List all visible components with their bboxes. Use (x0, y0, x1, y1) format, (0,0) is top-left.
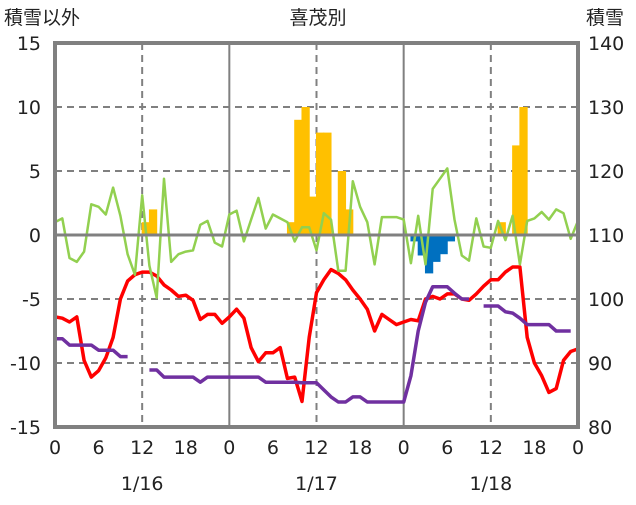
bar-orange (148, 209, 158, 235)
xtick: 6 (93, 437, 105, 459)
bar-orange (316, 132, 325, 235)
ytick-left: -15 (10, 417, 41, 439)
bar-orange (323, 132, 332, 235)
xtick: 18 (174, 437, 198, 459)
date-label: 1/18 (469, 473, 512, 495)
ytick-left: 10 (17, 97, 41, 119)
ytick-right: 130 (588, 97, 624, 119)
xtick: 12 (304, 437, 328, 459)
xtick: 12 (130, 437, 154, 459)
bar-orange (294, 119, 303, 235)
bar-orange (308, 196, 317, 235)
ytick-right: 100 (588, 289, 624, 311)
ytick-left: -5 (22, 289, 41, 311)
xtick: 6 (267, 437, 279, 459)
right-axis-label: 積雪 (586, 7, 624, 29)
bar-orange (301, 107, 310, 235)
xtick: 0 (49, 437, 61, 459)
ytick-right: 140 (588, 33, 624, 55)
xtick: 0 (572, 437, 584, 459)
xtick: 18 (522, 437, 546, 459)
ytick-right: 110 (588, 225, 624, 247)
bar-orange (519, 107, 528, 235)
ytick-left: 5 (29, 161, 41, 183)
ytick-left: 0 (29, 225, 41, 247)
bar-blue (439, 235, 448, 255)
ytick-left: 15 (17, 33, 41, 55)
bar-blue (446, 235, 456, 242)
ytick-right: 80 (588, 417, 612, 439)
bar-orange (337, 171, 347, 235)
xtick: 12 (479, 437, 503, 459)
date-label: 1/16 (121, 473, 164, 495)
bar-orange (512, 145, 521, 235)
line-red (54, 265, 579, 404)
ytick-right: 120 (588, 161, 624, 183)
chart-title: 喜茂別 (289, 7, 346, 29)
xtick: 0 (398, 437, 410, 459)
line-purple (55, 285, 571, 404)
ytick-right: 90 (588, 353, 612, 375)
bar-blue (432, 235, 441, 262)
date-label: 1/17 (295, 473, 338, 495)
xtick: 0 (223, 437, 235, 459)
xtick: 6 (441, 437, 453, 459)
left-axis-label: 積雪以外 (4, 7, 80, 29)
ytick-left: -10 (10, 353, 41, 375)
bar-blue (424, 235, 434, 274)
line-green (54, 167, 580, 299)
plot-frame (53, 41, 580, 429)
xtick: 18 (348, 437, 372, 459)
